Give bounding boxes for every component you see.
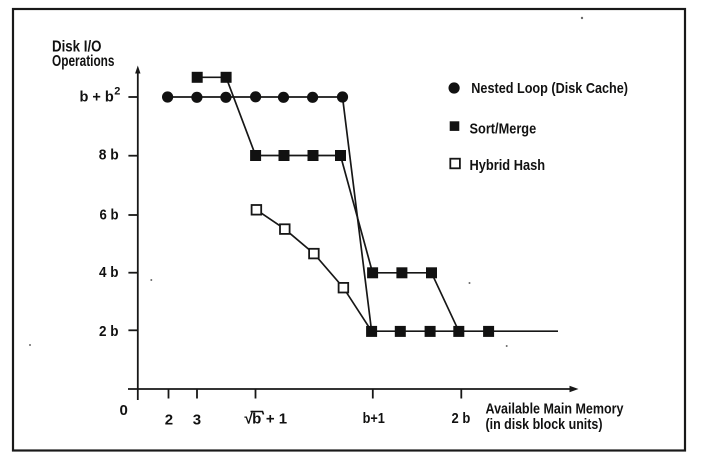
svg-text:Available Main Memory: Available Main Memory <box>486 401 625 418</box>
svg-text:Sort/Merge: Sort/Merge <box>470 121 537 138</box>
svg-text:Operations: Operations <box>52 53 115 70</box>
svg-text:Disk I/O: Disk I/O <box>52 39 102 56</box>
svg-text:4 b: 4 b <box>99 264 119 281</box>
svg-text:2: 2 <box>165 412 173 429</box>
svg-text:(in disk block units): (in disk block units) <box>486 416 603 433</box>
svg-text:Nested Loop (Disk Cache): Nested Loop (Disk Cache) <box>471 80 628 97</box>
svg-text:2 b: 2 b <box>452 410 471 427</box>
svg-text:2 b: 2 b <box>99 323 119 340</box>
svg-text:0: 0 <box>120 402 128 419</box>
svg-text:8 b: 8 b <box>99 147 119 164</box>
svg-text:√b+ 1: √b + 1 <box>244 411 287 428</box>
svg-text:Hybrid Hash: Hybrid Hash <box>470 157 546 174</box>
svg-text:6 b: 6 b <box>100 207 119 224</box>
svg-text:b+1: b+1 <box>363 410 385 427</box>
svg-text:b + b2: b + b2 <box>80 86 121 106</box>
svg-text:3: 3 <box>193 412 201 429</box>
